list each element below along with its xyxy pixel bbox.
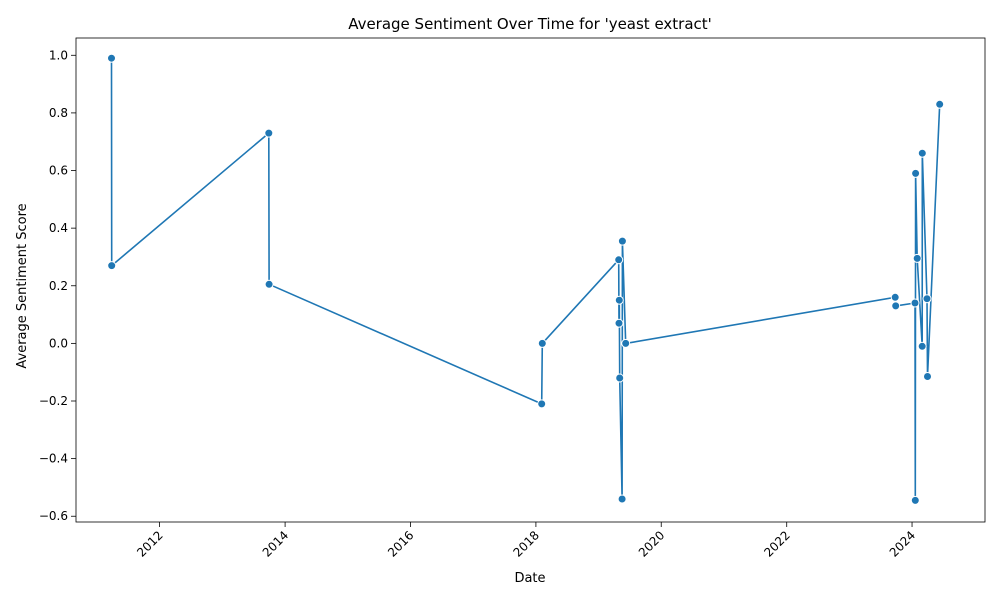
data-point xyxy=(621,338,631,348)
data-point xyxy=(910,495,920,505)
y-tick-label: −0.4 xyxy=(39,452,68,466)
data-point xyxy=(107,53,116,63)
x-axis-label: Date xyxy=(514,571,545,586)
data-point xyxy=(911,168,921,178)
y-axis-ticks: −0.6 −0.4 −0.2 0.0 0.2 0.4 0.6 0.8 1.0 xyxy=(39,48,76,523)
y-axis-label: Average Sentiment Score xyxy=(15,203,30,368)
data-point xyxy=(917,148,927,158)
y-tick-label: 0.6 xyxy=(49,164,68,178)
chart-title: Average Sentiment Over Time for 'yeast e… xyxy=(348,15,712,33)
y-tick-label: 0.4 xyxy=(49,221,68,235)
y-tick-label: −0.2 xyxy=(39,394,68,408)
data-point xyxy=(935,99,945,109)
data-point xyxy=(264,128,274,138)
series-line xyxy=(110,58,941,502)
data-point xyxy=(923,372,932,381)
data-point xyxy=(922,294,932,304)
y-tick-label: 0.0 xyxy=(49,336,68,350)
plot-frame xyxy=(75,37,986,523)
data-point xyxy=(614,318,624,328)
y-tick-label: 1.0 xyxy=(49,48,68,62)
data-point xyxy=(614,295,624,305)
y-tick-label: −0.6 xyxy=(39,509,68,523)
data-point xyxy=(107,261,117,271)
data-point xyxy=(890,292,900,302)
data-point xyxy=(912,253,922,263)
data-point xyxy=(615,373,625,383)
data-point xyxy=(617,236,627,246)
y-tick-label: 0.8 xyxy=(49,106,68,120)
data-point xyxy=(917,341,927,351)
y-tick-label: 0.2 xyxy=(49,279,68,293)
data-point xyxy=(910,298,920,308)
data-point xyxy=(617,494,627,504)
data-point xyxy=(537,399,547,409)
plot-series xyxy=(107,53,945,505)
data-point xyxy=(614,255,624,265)
data-point xyxy=(891,301,901,311)
data-point xyxy=(537,338,547,348)
data-point xyxy=(264,279,274,289)
